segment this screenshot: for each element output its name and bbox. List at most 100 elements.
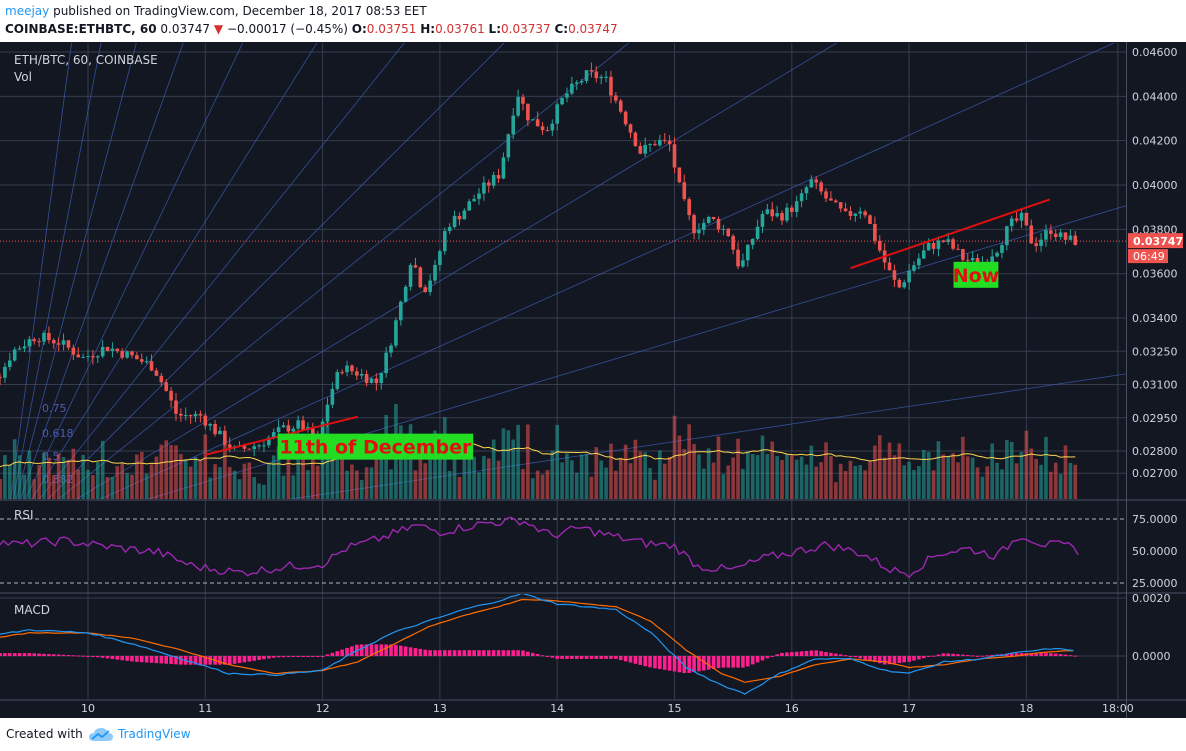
volume-bar xyxy=(105,477,110,499)
candle-body xyxy=(516,96,520,116)
candle xyxy=(1009,215,1014,232)
histogram-bar xyxy=(1014,653,1019,656)
volume-bar xyxy=(95,462,100,499)
volume-bar xyxy=(555,424,559,499)
volume-bar xyxy=(438,449,442,499)
candle-body xyxy=(467,201,472,211)
histogram-bar xyxy=(687,656,691,673)
histogram-bar xyxy=(540,655,545,657)
candle xyxy=(873,216,877,245)
volume-bar xyxy=(413,470,418,499)
histogram-bar xyxy=(516,650,520,656)
histogram-bar xyxy=(403,646,408,656)
volume-bar xyxy=(399,425,403,499)
candle-body xyxy=(697,229,701,234)
candle-body xyxy=(936,240,941,249)
volume-bar xyxy=(662,463,667,499)
candle xyxy=(345,360,349,377)
candle-body xyxy=(86,356,90,358)
volume-bar xyxy=(574,472,579,499)
candle xyxy=(995,251,999,258)
histogram-bar xyxy=(814,650,819,656)
candle xyxy=(457,212,462,226)
histogram-bar xyxy=(208,656,212,665)
histogram-bar xyxy=(169,656,173,665)
close-label: C: xyxy=(554,22,569,36)
annotation-text: Now xyxy=(953,265,1000,287)
volume-bar xyxy=(746,451,750,499)
volume-bar xyxy=(931,470,936,499)
histogram-bar xyxy=(174,656,178,665)
histogram-bar xyxy=(71,655,76,657)
candle-body xyxy=(604,76,608,78)
histogram-bar xyxy=(496,650,501,656)
candle-body xyxy=(183,415,188,417)
volume-bar xyxy=(472,456,476,499)
histogram-bar xyxy=(755,656,760,663)
histogram-bar xyxy=(511,650,516,656)
volume-bar xyxy=(912,469,916,499)
candle-body xyxy=(594,71,599,79)
histogram-bar xyxy=(125,656,129,661)
volume-bar xyxy=(921,449,926,499)
grid-lines xyxy=(0,43,1126,699)
candle-body xyxy=(174,400,178,414)
candle-body xyxy=(819,182,823,192)
trendline[interactable] xyxy=(850,198,1051,270)
histogram-bar xyxy=(291,656,296,657)
volume-bar xyxy=(653,479,657,499)
candle xyxy=(535,111,540,127)
candle-body xyxy=(550,123,555,131)
candle xyxy=(428,274,432,296)
candle-body xyxy=(662,139,667,141)
histogram-bar xyxy=(702,656,706,671)
volume-bar xyxy=(1058,474,1063,499)
volume-bar xyxy=(433,430,437,499)
volume-bar xyxy=(628,463,633,499)
volume-bar xyxy=(350,464,354,499)
volume-bar xyxy=(37,465,41,499)
histogram-bar xyxy=(560,656,564,659)
candle-body xyxy=(990,256,994,264)
candle-body xyxy=(330,388,335,405)
author-link[interactable]: meejay xyxy=(5,4,50,18)
candle-body xyxy=(32,339,37,342)
candle-body xyxy=(213,423,217,435)
annotation-box xyxy=(277,433,474,460)
volume-bar xyxy=(692,444,696,499)
volume-bar xyxy=(0,478,2,499)
candle xyxy=(281,422,286,428)
histogram-bar xyxy=(653,656,657,669)
volume-bar xyxy=(750,454,755,499)
candle xyxy=(394,317,398,348)
histogram-bar xyxy=(364,644,369,656)
candle xyxy=(379,373,384,390)
histogram-bar xyxy=(746,656,750,667)
annotation-label[interactable]: Now xyxy=(953,261,1000,288)
histogram-bar xyxy=(325,654,330,656)
histogram-bar xyxy=(584,656,589,659)
candle xyxy=(912,261,916,273)
time-tick-label: 18:00 xyxy=(1102,702,1134,715)
histogram-bar xyxy=(457,650,462,656)
volume-bar xyxy=(276,446,281,499)
chart-header: meejay published on TradingView.com, Dec… xyxy=(0,0,1186,42)
volume-bar xyxy=(27,450,32,499)
histogram-bar xyxy=(203,656,208,665)
candle-body xyxy=(179,413,183,416)
volume-bar xyxy=(873,445,877,499)
candle xyxy=(662,133,667,144)
candle-body xyxy=(907,270,911,283)
candle xyxy=(741,253,745,269)
candle xyxy=(897,278,902,289)
histogram-bar xyxy=(423,649,428,656)
candle xyxy=(76,347,81,358)
histogram-bar xyxy=(144,656,149,663)
candle xyxy=(804,185,809,200)
annotation-label[interactable]: 11th of December xyxy=(277,433,474,460)
candle-body xyxy=(809,179,814,188)
price-tick-label: 0.04200 xyxy=(1132,135,1178,148)
tradingview-brand[interactable]: TradingView xyxy=(118,727,191,741)
candle xyxy=(824,188,828,203)
